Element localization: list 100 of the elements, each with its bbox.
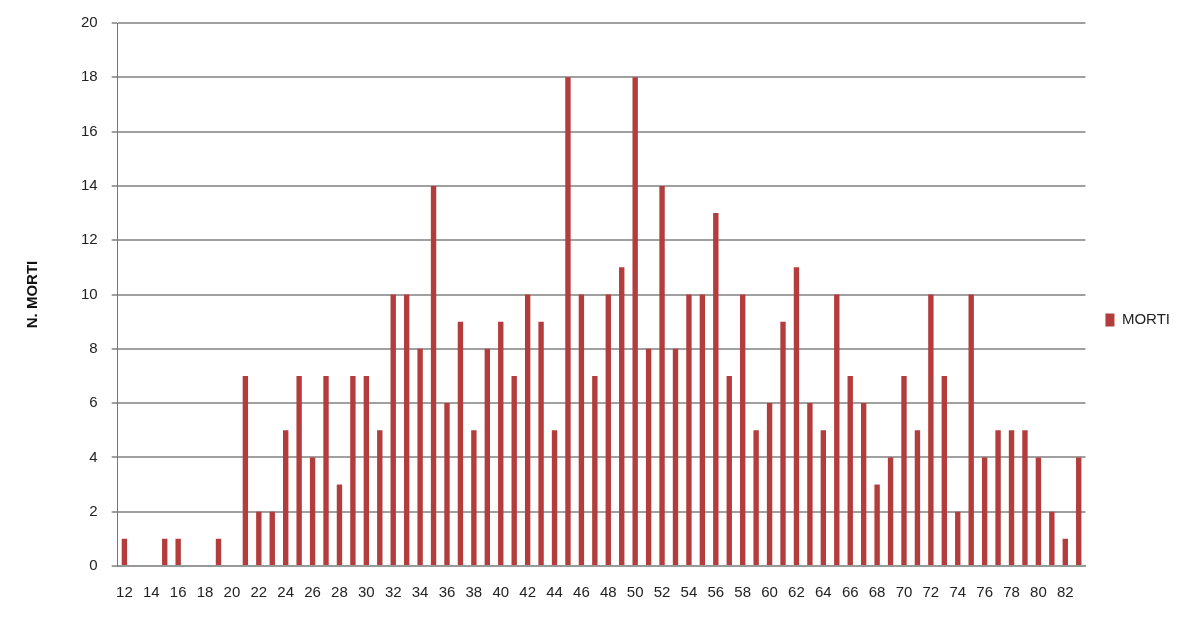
bar bbox=[914, 430, 921, 565]
x-tick-label: 64 bbox=[815, 583, 832, 601]
bar bbox=[740, 294, 746, 565]
bar bbox=[323, 375, 329, 565]
x-tick-label: 58 bbox=[734, 583, 752, 601]
bar bbox=[793, 267, 800, 565]
x-tick-label: 82 bbox=[1056, 583, 1074, 601]
bar bbox=[1035, 457, 1042, 565]
bar bbox=[283, 430, 289, 565]
bar bbox=[1062, 538, 1068, 565]
bar bbox=[645, 348, 652, 565]
bar bbox=[686, 294, 692, 565]
bar bbox=[578, 294, 585, 565]
bar bbox=[121, 538, 128, 565]
x-tick-label: 18 bbox=[196, 583, 214, 601]
bar bbox=[807, 403, 813, 565]
bar bbox=[551, 430, 558, 565]
x-tick-label: 30 bbox=[358, 583, 375, 601]
bar bbox=[874, 484, 880, 565]
bar bbox=[350, 375, 356, 565]
bar bbox=[955, 511, 961, 565]
x-tick-label: 44 bbox=[546, 583, 563, 601]
bar bbox=[242, 375, 249, 565]
bar bbox=[471, 430, 477, 565]
x-tick-label: 34 bbox=[411, 583, 429, 601]
x-tick-label: 60 bbox=[761, 583, 778, 601]
bar bbox=[377, 430, 383, 565]
bar bbox=[524, 294, 531, 565]
x-tick-label: 28 bbox=[331, 583, 348, 601]
bar bbox=[672, 348, 679, 565]
x-tick-label: 70 bbox=[895, 583, 913, 601]
x-tick-label: 78 bbox=[1003, 583, 1020, 601]
bar bbox=[847, 375, 853, 565]
y-tick-label: 12 bbox=[81, 230, 98, 248]
x-tick-label: 40 bbox=[492, 583, 510, 601]
bar bbox=[753, 430, 759, 565]
bar bbox=[780, 321, 786, 565]
bar bbox=[336, 484, 343, 565]
bar bbox=[484, 348, 490, 565]
bar bbox=[995, 430, 1001, 565]
bar bbox=[457, 321, 464, 565]
y-tick-label: 4 bbox=[89, 447, 98, 465]
bar bbox=[430, 185, 437, 565]
bar bbox=[632, 77, 638, 565]
bar bbox=[766, 403, 773, 565]
x-tick-label: 42 bbox=[519, 583, 536, 601]
bar bbox=[726, 375, 732, 565]
y-tick-label: 20 bbox=[81, 13, 98, 31]
bar bbox=[860, 403, 867, 565]
x-tick-label: 32 bbox=[384, 583, 402, 601]
bar bbox=[981, 457, 988, 565]
y-axis-title: N. MORTI bbox=[23, 260, 41, 329]
x-tick-label: 72 bbox=[922, 583, 940, 601]
bar bbox=[417, 348, 423, 565]
y-tick-label: 2 bbox=[89, 501, 98, 519]
bar bbox=[834, 294, 840, 565]
bar bbox=[309, 457, 316, 565]
x-tick-label: 50 bbox=[626, 583, 644, 601]
x-tick-label: 76 bbox=[976, 583, 993, 601]
x-tick-label: 66 bbox=[841, 583, 859, 601]
x-tick-label: 80 bbox=[1030, 583, 1047, 601]
bar bbox=[565, 77, 571, 565]
x-tick-label: 56 bbox=[707, 583, 725, 601]
bar bbox=[538, 321, 544, 565]
bar bbox=[390, 294, 396, 565]
bar bbox=[605, 294, 611, 565]
x-tick-label: 26 bbox=[304, 583, 321, 601]
bar bbox=[887, 457, 894, 565]
y-tick-label: 10 bbox=[81, 284, 98, 302]
bar bbox=[215, 538, 222, 565]
bar bbox=[820, 430, 827, 565]
bar bbox=[498, 321, 504, 565]
y-tick-label: 8 bbox=[89, 338, 98, 356]
bar bbox=[256, 511, 262, 565]
y-tick-label: 0 bbox=[89, 556, 98, 574]
bar bbox=[1008, 430, 1015, 565]
x-tick-label: 54 bbox=[680, 583, 698, 601]
bar bbox=[968, 294, 974, 565]
bar bbox=[928, 294, 934, 565]
bar bbox=[713, 213, 719, 565]
x-tick-label: 38 bbox=[465, 583, 483, 601]
x-tick-label: 16 bbox=[169, 583, 187, 601]
x-tick-label: 22 bbox=[250, 583, 268, 601]
bar bbox=[162, 538, 168, 565]
x-tick-label: 12 bbox=[116, 583, 133, 601]
x-tick-label: 52 bbox=[653, 583, 671, 601]
y-tick-label: 6 bbox=[89, 393, 98, 411]
x-tick-label: 46 bbox=[573, 583, 590, 601]
bar bbox=[511, 375, 517, 565]
bar bbox=[444, 403, 450, 565]
x-tick-label: 48 bbox=[599, 583, 617, 601]
x-tick-label: 14 bbox=[142, 583, 160, 601]
x-tick-label: 20 bbox=[223, 583, 241, 601]
bar bbox=[1022, 430, 1028, 565]
bar bbox=[699, 294, 706, 565]
bar bbox=[901, 375, 907, 565]
bar bbox=[659, 185, 665, 565]
bar bbox=[619, 267, 625, 565]
x-tick-label: 24 bbox=[277, 583, 295, 601]
bar bbox=[1076, 457, 1082, 565]
